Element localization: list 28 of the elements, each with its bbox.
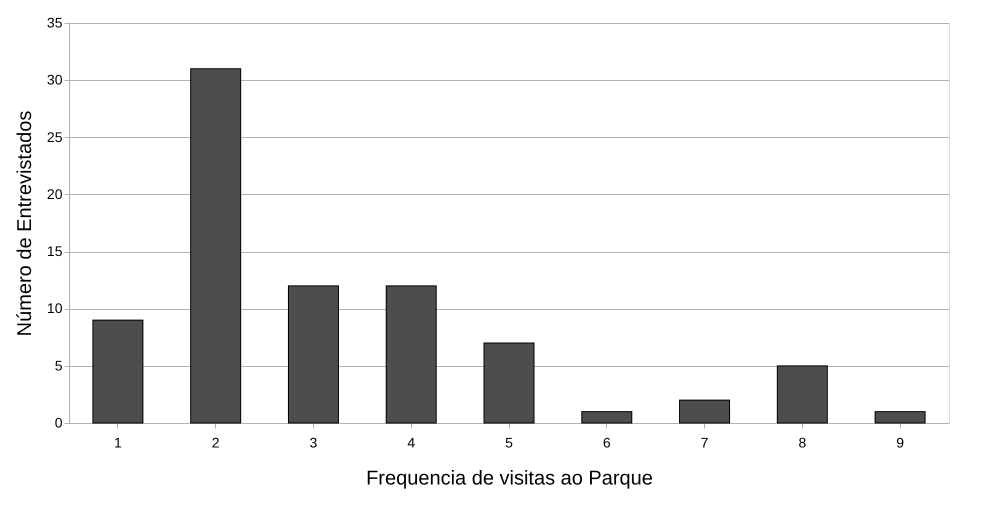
bar — [92, 320, 144, 424]
x-tick-label: 3 — [310, 434, 318, 450]
y-tick-label: 5 — [54, 357, 63, 374]
x-axis-title: Frequencia de visitas ao Parque — [366, 468, 653, 490]
bar — [386, 285, 437, 424]
bar — [776, 365, 828, 424]
y-axis-title: Número de Entrevistados — [14, 110, 36, 336]
x-tick-label: 6 — [602, 434, 611, 450]
x-tick-label: 8 — [798, 434, 806, 450]
y-tick-label: 10 — [46, 300, 63, 316]
bar — [679, 400, 730, 424]
x-tick-label: 1 — [114, 434, 122, 450]
bar — [874, 411, 926, 424]
bar — [190, 68, 242, 424]
y-tick-label: 20 — [46, 186, 63, 202]
y-tick-label: 0 — [54, 414, 63, 430]
x-tick-label: 9 — [896, 434, 904, 450]
y-tick-label: 25 — [46, 128, 63, 145]
bar — [484, 342, 534, 424]
x-tick-label: 7 — [700, 434, 709, 450]
x-tick-label: 2 — [212, 434, 220, 450]
y-tick-label: 15 — [46, 243, 63, 260]
x-tick-label: 5 — [505, 434, 514, 450]
bar — [288, 285, 339, 424]
y-tick-label: 30 — [46, 72, 63, 88]
y-tick-label: 35 — [46, 14, 63, 30]
x-tick-label: 4 — [407, 434, 416, 450]
bar — [581, 411, 632, 424]
